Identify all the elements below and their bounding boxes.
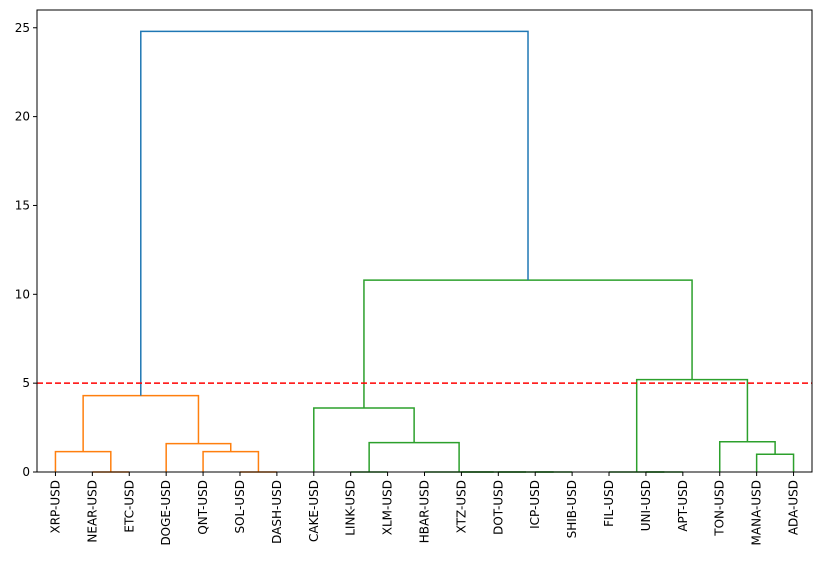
leaf-label: APT-USD	[676, 480, 690, 532]
y-tick-label-0: 0	[22, 465, 30, 479]
y-tick-label-5: 5	[22, 376, 30, 390]
link-19	[140, 30, 529, 396]
leaf-label: ADA-USD	[787, 480, 801, 535]
leaf-label: ETC-USD	[122, 480, 136, 533]
leaf-label: XRP-USD	[48, 480, 62, 534]
leaf-label: DASH-USD	[270, 480, 284, 544]
y-tick-label-25: 25	[15, 21, 30, 35]
leaf-label: MANA-USD	[750, 480, 764, 545]
leaf-label: SHIB-USD	[565, 480, 579, 538]
y-axis: 0 5 10 15 20 25	[15, 21, 37, 479]
leaf-label: FIL-USD	[602, 480, 616, 527]
y-tick-label-20: 20	[15, 110, 30, 124]
leaf-label: QNT-USD	[196, 480, 210, 535]
leaf-label: LINK-USD	[344, 480, 358, 536]
leaf-label: XLM-USD	[381, 480, 395, 535]
leaf-label: DOT-USD	[491, 480, 505, 535]
leaf-label: DOGE-USD	[159, 480, 173, 546]
leaf-label: CAKE-USD	[307, 480, 321, 542]
leaf-label: UNI-USD	[639, 480, 653, 531]
leaf-label: ICP-USD	[528, 480, 542, 529]
y-tick-label-15: 15	[15, 198, 30, 212]
plot-background	[37, 10, 812, 472]
x-axis: XRP-USD NEAR-USD ETC-USD DOGE-USD QNT-USD SOL…	[48, 472, 801, 546]
leaf-label: HBAR-USD	[418, 480, 432, 543]
leaf-label: XTZ-USD	[454, 480, 468, 533]
leaf-label: SOL-USD	[233, 480, 247, 534]
leaf-label: TON-USD	[713, 480, 727, 537]
leaf-label: NEAR-USD	[85, 480, 99, 543]
y-tick-label-10: 10	[15, 287, 30, 301]
